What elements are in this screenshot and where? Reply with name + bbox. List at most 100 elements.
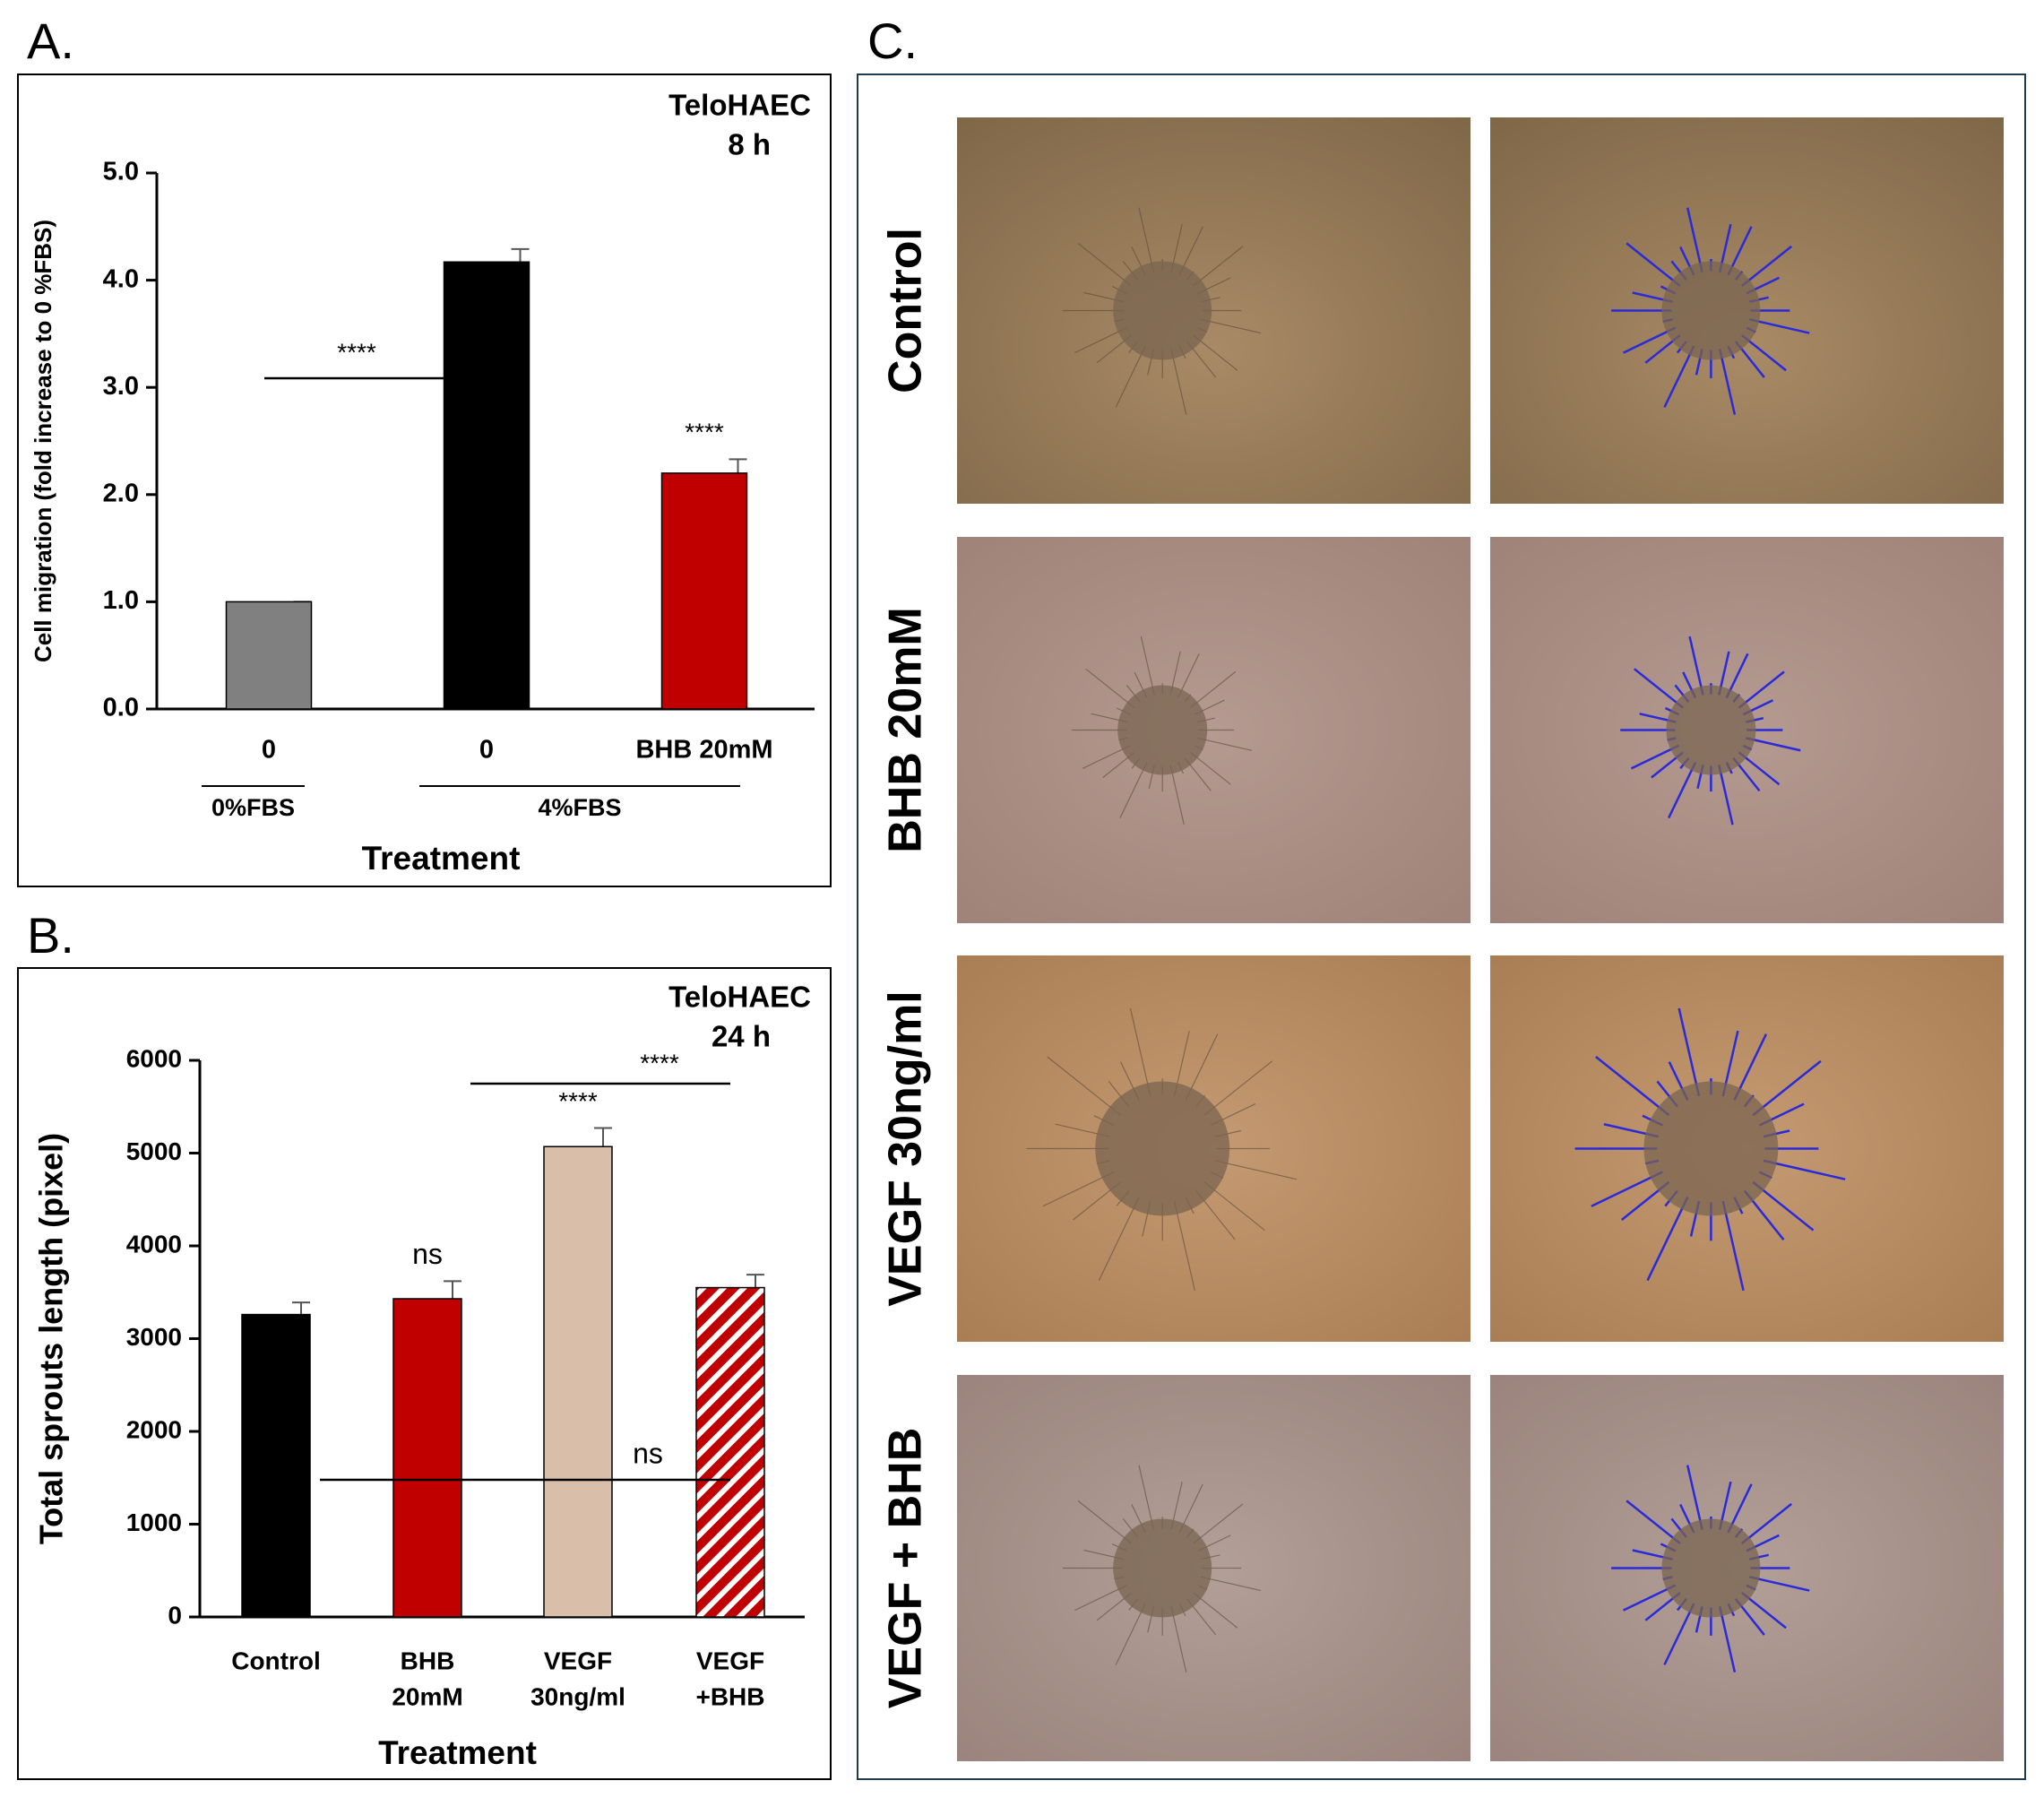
sprout (1718, 349, 1737, 415)
panel-label: B. (27, 907, 74, 964)
y-tick-label: 3000 (126, 1323, 182, 1351)
sprout (1129, 1007, 1151, 1097)
sprout (1686, 1465, 1703, 1530)
sprout (1741, 245, 1792, 288)
significance-label: ns (633, 1437, 663, 1469)
sprout (1170, 1606, 1187, 1673)
panel-label: C. (867, 13, 918, 69)
sprout (1193, 1503, 1244, 1544)
sprout (1749, 1576, 1810, 1592)
panel-label: A. (27, 13, 74, 69)
spheroid (1113, 1518, 1212, 1618)
sprout (1646, 1197, 1689, 1282)
sprout (1763, 1159, 1846, 1180)
sprout (1138, 207, 1154, 272)
group-label: 4%FBS (538, 794, 621, 821)
sprout (1115, 1603, 1146, 1665)
x-tick-label: 20mM (392, 1682, 462, 1710)
sprout (1741, 1502, 1792, 1545)
spheroid (1661, 1518, 1761, 1618)
y-axis-title: Total sprouts length (pixel) (33, 1133, 70, 1544)
sprout (1721, 1200, 1745, 1292)
x-tick-label: BHB (401, 1647, 455, 1674)
x-tick-label: +BHB (695, 1682, 764, 1710)
sprout (1193, 246, 1244, 287)
x-tick-label: 0 (479, 736, 494, 765)
sprout (1098, 1197, 1140, 1281)
row-label: BHB 20mM (880, 607, 932, 853)
sprout (1203, 1060, 1273, 1116)
significance-label: **** (685, 419, 724, 446)
sprout (1633, 668, 1684, 709)
bar (225, 601, 313, 710)
row-label: VEGF + BHB (880, 1428, 932, 1709)
y-tick-label: 2.0 (103, 479, 139, 507)
sprout (1746, 737, 1801, 752)
sprout (1119, 762, 1148, 818)
sprout (1749, 318, 1810, 334)
y-axis-title: Cell migration (fold increase to 0 %FBS) (30, 220, 56, 662)
sprout (1200, 1576, 1262, 1592)
spheroid (1661, 261, 1761, 360)
sprout (1085, 668, 1135, 709)
x-axis-title: Treatment (378, 1734, 537, 1771)
x-tick-label: VEGF (544, 1647, 612, 1674)
y-tick-label: 5000 (126, 1137, 182, 1165)
bar (392, 1298, 462, 1618)
bar (443, 261, 530, 710)
sprout (1663, 1603, 1695, 1665)
sprout (1626, 242, 1681, 288)
sprout (1197, 737, 1253, 751)
y-tick-label: 4.0 (103, 264, 139, 293)
spheroid (1113, 261, 1212, 360)
sprout (1077, 1500, 1133, 1544)
y-tick-label: 1000 (126, 1508, 182, 1536)
x-tick-label: VEGF (696, 1647, 764, 1674)
sprout (1140, 635, 1155, 696)
x-tick-label: 0 (262, 736, 276, 765)
group-label: 0%FBS (211, 794, 295, 821)
chart-annotation: 8 h (728, 128, 771, 161)
chart-annotation: TeloHAEC (668, 981, 811, 1014)
x-axis-title: Treatment (362, 840, 521, 877)
bar (695, 1286, 765, 1618)
sprout (1677, 1007, 1701, 1097)
spheroid (1117, 685, 1208, 775)
sprout (1626, 1500, 1681, 1545)
y-tick-label: 2000 (126, 1415, 182, 1443)
significance-label: **** (558, 1087, 598, 1115)
sprout (1077, 242, 1133, 287)
sprout (1200, 318, 1262, 334)
sprout (1718, 765, 1734, 826)
y-tick-label: 1.0 (103, 586, 139, 615)
y-tick-label: 5.0 (103, 158, 139, 186)
spheroid (1666, 685, 1756, 775)
x-tick-label: BHB 20mM (635, 736, 772, 765)
significance-label: ns (412, 1238, 443, 1270)
bar (241, 1313, 311, 1618)
sprout (1688, 635, 1704, 696)
x-tick-label: 30ng/ml (530, 1682, 625, 1710)
sprout (1686, 207, 1703, 272)
sprout (1169, 765, 1185, 826)
chart-annotation: 24 h (712, 1020, 771, 1053)
x-tick-label: Control (231, 1647, 321, 1674)
sprout (1190, 670, 1237, 709)
sprout (1047, 1056, 1121, 1116)
y-tick-label: 0 (168, 1601, 182, 1629)
sprout (1663, 345, 1695, 408)
panel-c-frame (857, 73, 2026, 1780)
spheroid (1643, 1081, 1779, 1216)
sprout (1595, 1056, 1670, 1117)
sprout (1718, 1606, 1737, 1673)
spheroid (1095, 1081, 1230, 1216)
row-label: Control (880, 228, 932, 393)
y-tick-label: 4000 (126, 1230, 182, 1258)
y-tick-label: 3.0 (103, 372, 139, 401)
sprout (1170, 349, 1187, 415)
sprout (1668, 761, 1697, 819)
chart-annotation: TeloHAEC (668, 89, 811, 122)
panel-b-frame (17, 967, 832, 1780)
sprout (1738, 670, 1785, 709)
